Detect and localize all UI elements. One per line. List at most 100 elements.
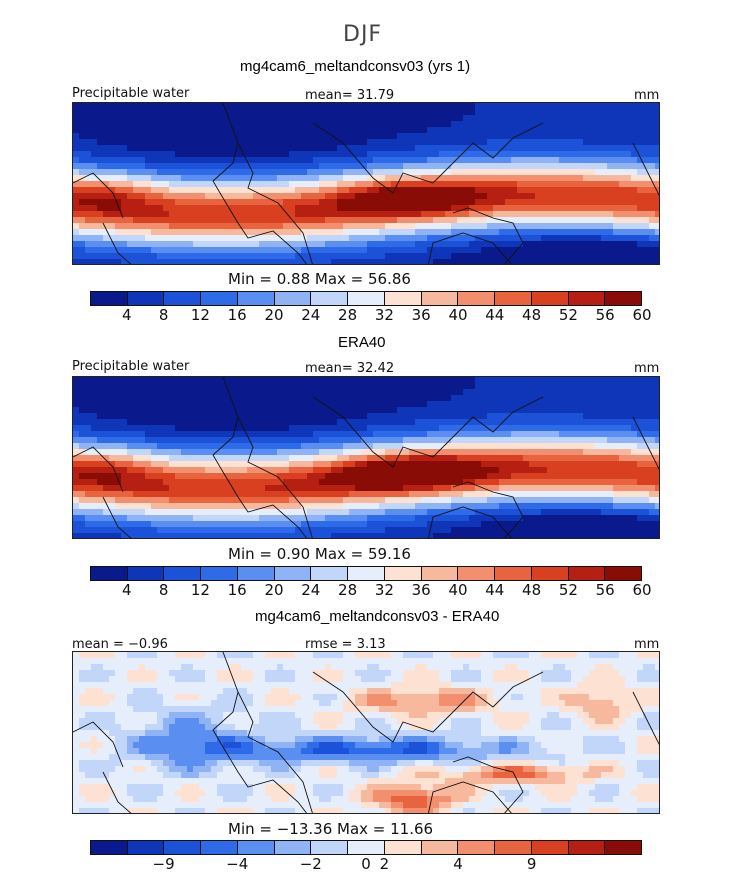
- field-cell: [607, 497, 614, 504]
- field-cell: [397, 247, 404, 254]
- field-cell: [547, 377, 554, 384]
- field-cell: [325, 449, 332, 456]
- field-cell: [403, 193, 410, 200]
- field-cell: [121, 223, 128, 230]
- field-cell: [535, 229, 542, 236]
- field-cell: [511, 115, 518, 122]
- field-cell: [565, 437, 572, 444]
- field-cell: [637, 259, 644, 264]
- field-cell: [379, 259, 386, 264]
- colorbar-tick-label: 16: [227, 306, 247, 324]
- field-cell: [151, 151, 158, 158]
- field-cell: [541, 425, 548, 432]
- field-cell: [163, 389, 170, 396]
- field-cell: [325, 443, 332, 450]
- field-cell: [505, 157, 512, 164]
- field-cell: [373, 211, 380, 218]
- field-cell: [607, 253, 614, 260]
- field-cell: [511, 479, 518, 486]
- field-cell: [523, 485, 530, 492]
- field-cell: [457, 419, 464, 426]
- field-cell: [301, 473, 308, 480]
- field-cell: [283, 419, 290, 426]
- field-cell: [259, 199, 266, 206]
- field-cell: [397, 241, 404, 248]
- field-cell: [181, 377, 188, 384]
- field-cell: [355, 151, 362, 158]
- field-cell: [397, 223, 404, 230]
- field-cell: [343, 461, 350, 468]
- field-cell: [109, 217, 116, 224]
- field-cell: [349, 223, 356, 230]
- field-cell: [415, 437, 422, 444]
- field-cell: [301, 169, 308, 176]
- field-cell: [295, 491, 302, 498]
- field-cell: [337, 223, 344, 230]
- field-cell: [655, 479, 659, 486]
- field-cell: [409, 407, 416, 414]
- field-cell: [151, 109, 158, 116]
- field-cell: [115, 509, 122, 516]
- field-cell: [511, 229, 518, 236]
- field-cell: [337, 229, 344, 236]
- field-cell: [427, 157, 434, 164]
- field-cell: [181, 175, 188, 182]
- field-cell: [295, 145, 302, 152]
- field-cell: [475, 437, 482, 444]
- field-cell: [271, 205, 278, 212]
- field-cell: [343, 235, 350, 242]
- field-cell: [649, 443, 656, 450]
- field-cell: [643, 413, 650, 420]
- field-cell: [205, 509, 212, 516]
- field-cell: [397, 133, 404, 140]
- field-cell: [139, 377, 146, 384]
- field-cell: [331, 419, 338, 426]
- field-cell: [457, 193, 464, 200]
- field-cell: [133, 395, 140, 402]
- field-cell: [397, 473, 404, 480]
- field-cell: [415, 253, 422, 260]
- field-cell: [145, 109, 152, 116]
- field-cell: [145, 229, 152, 236]
- field-cell: [637, 145, 644, 152]
- field-cell: [133, 121, 140, 128]
- field-cell: [313, 395, 320, 402]
- field-cell: [295, 157, 302, 164]
- field-cell: [325, 259, 332, 264]
- field-cell: [643, 121, 650, 128]
- field-cell: [115, 467, 122, 474]
- field-cell: [241, 247, 248, 254]
- field-cell: [79, 115, 86, 122]
- field-cell: [541, 145, 548, 152]
- field-cell: [469, 199, 476, 206]
- field-cell: [589, 389, 596, 396]
- field-cell: [205, 437, 212, 444]
- field-cell: [175, 407, 182, 414]
- field-cell: [589, 175, 596, 182]
- field-cell: [415, 169, 422, 176]
- field-cell: [601, 461, 608, 468]
- field-cell: [313, 443, 320, 450]
- field-cell: [247, 163, 254, 170]
- field-cell: [631, 103, 638, 110]
- field-cell: [91, 461, 98, 468]
- field-cell: [391, 157, 398, 164]
- field-cell: [349, 485, 356, 492]
- colorbar-swatch: [531, 292, 569, 305]
- field-cell: [109, 235, 116, 242]
- field-cell: [373, 389, 380, 396]
- field-cell: [463, 223, 470, 230]
- field-cell: [211, 389, 218, 396]
- field-cell: [295, 229, 302, 236]
- field-cell: [535, 121, 542, 128]
- field-cell: [193, 491, 200, 498]
- field-cell: [523, 425, 530, 432]
- field-cell: [655, 383, 659, 390]
- field-cell: [247, 425, 254, 432]
- field-cell: [187, 235, 194, 242]
- field-cell: [331, 103, 338, 110]
- field-cell: [421, 127, 428, 134]
- field-cell: [487, 133, 494, 140]
- field-cell: [223, 461, 230, 468]
- field-cell: [553, 175, 560, 182]
